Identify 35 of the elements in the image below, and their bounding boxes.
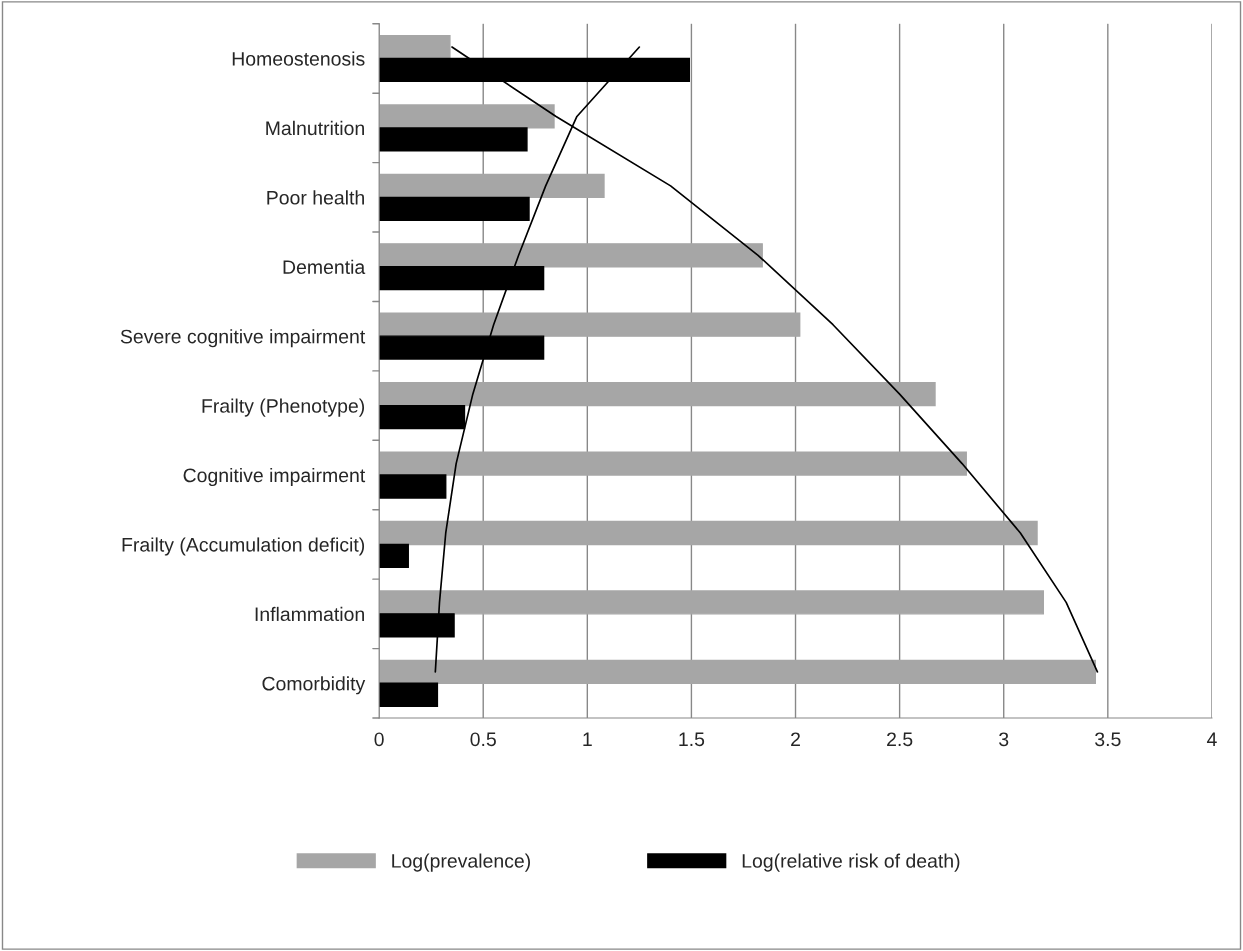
x-tick-label: 1.5 bbox=[679, 732, 705, 747]
bar bbox=[379, 381, 936, 407]
bar bbox=[379, 34, 451, 60]
bar bbox=[379, 451, 967, 476]
x-tick-label: 0.5 bbox=[470, 732, 496, 747]
y-tick-label: Inflammation bbox=[255, 606, 364, 622]
x-tick-label: 3 bbox=[999, 732, 1009, 747]
x-tick-label: 3.5 bbox=[1095, 732, 1121, 747]
x-tick-label: 1 bbox=[583, 732, 592, 746]
bar bbox=[379, 173, 605, 199]
bar bbox=[379, 243, 763, 268]
y-tick-label: Severe cognitive impairment bbox=[120, 329, 366, 348]
y-tick-label: Comorbidity bbox=[262, 676, 366, 695]
y-tick-label: Cognitive impairment bbox=[183, 467, 366, 487]
bar bbox=[379, 104, 555, 129]
x-tick-label: 2.5 bbox=[887, 732, 913, 747]
y-tick-label: Homeostenosis bbox=[232, 51, 365, 66]
y-tick-label: Dementia bbox=[283, 259, 366, 274]
y-tick-label: Frailty (Accumulation deficit) bbox=[122, 537, 365, 556]
y-tick-label: Malnutrition bbox=[266, 120, 364, 136]
bar bbox=[379, 659, 1097, 684]
x-tick-label: 2 bbox=[791, 732, 800, 746]
y-tick-label: Frailty (Phenotype) bbox=[202, 398, 365, 417]
bar bbox=[379, 590, 1044, 615]
bar bbox=[379, 474, 447, 499]
bar bbox=[379, 127, 528, 152]
bar bbox=[379, 543, 409, 569]
bar bbox=[379, 520, 1038, 546]
x-tick-label: 0 bbox=[374, 732, 384, 747]
x-tick-label: 4 bbox=[1206, 732, 1217, 746]
bar bbox=[379, 682, 439, 707]
legend-label: Log(prevalence) bbox=[392, 853, 530, 872]
legend-label: Log(relative risk of death) bbox=[742, 853, 960, 872]
bar bbox=[379, 312, 801, 337]
y-tick-label: Poor health bbox=[267, 190, 364, 205]
